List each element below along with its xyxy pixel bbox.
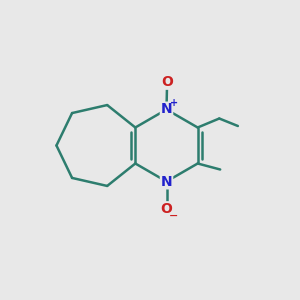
Text: −: −	[169, 211, 179, 221]
Text: N: N	[161, 175, 172, 188]
Text: +: +	[170, 98, 178, 108]
Text: O: O	[161, 75, 173, 89]
Text: N: N	[161, 103, 172, 116]
Text: O: O	[160, 202, 172, 216]
